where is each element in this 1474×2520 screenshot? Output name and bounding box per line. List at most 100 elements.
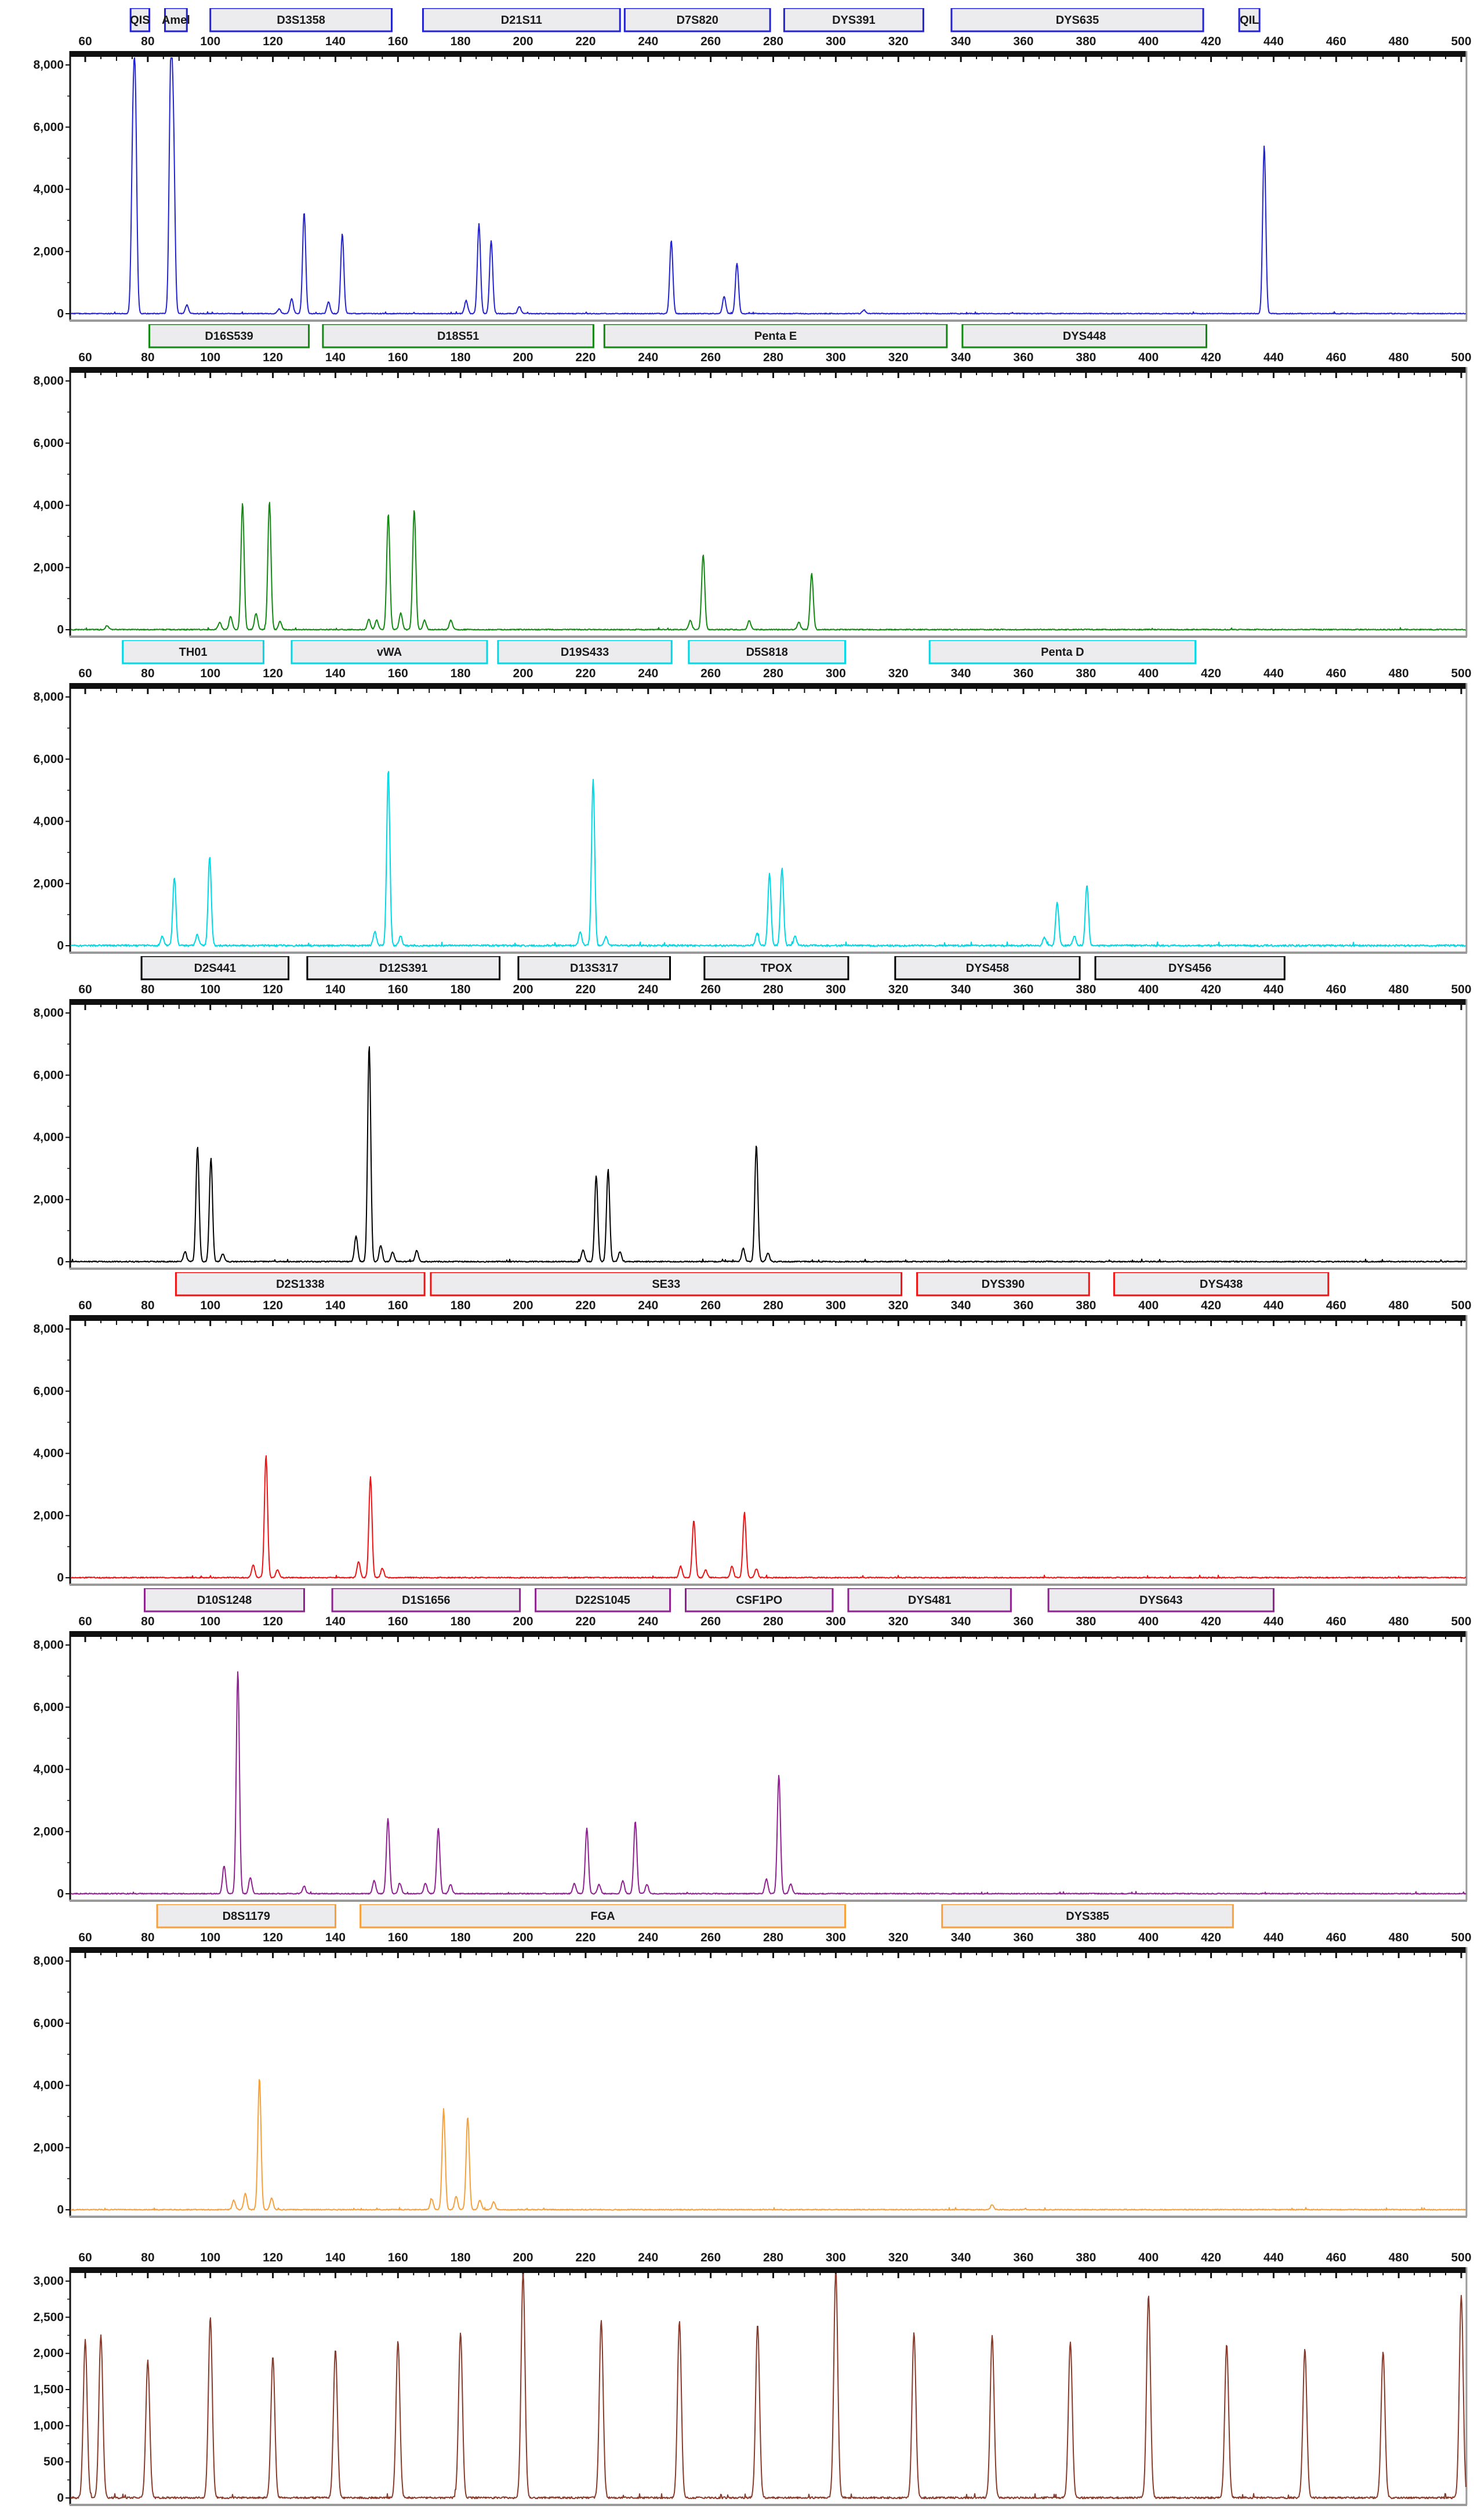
x-axis-ticks <box>84 689 1462 694</box>
marker-box-D5S818[interactable]: D5S818 <box>688 640 847 665</box>
x-tick-label: 380 <box>1076 2251 1096 2264</box>
marker-box-QIS[interactable]: QIS <box>129 8 151 32</box>
x-tick-label: 460 <box>1326 1931 1346 1944</box>
y-axis: 0 2,000 4,000 6,000 8,000 <box>33 1639 70 1901</box>
marker-box-CSF1PO[interactable]: CSF1PO <box>684 1588 834 1613</box>
marker-label: Penta D <box>1041 646 1084 659</box>
size-standard-panel: 60 80 100 120 140 160 180 200 220 240 260 280 300 320… <box>0 2250 1474 2510</box>
marker-box-vWA[interactable]: vWA <box>291 640 488 665</box>
marker-box-DYS448[interactable]: DYS448 <box>961 324 1207 348</box>
marker-label: QIS <box>130 14 150 27</box>
x-tick-label: 300 <box>826 35 846 48</box>
y-axis: 0 2,000 4,000 6,000 8,000 <box>33 375 70 637</box>
marker-box-TPOX[interactable]: TPOX <box>703 956 849 981</box>
x-tick-label: 80 <box>141 1931 154 1944</box>
x-tick-label: 100 <box>200 1299 220 1312</box>
marker-box-DYS390[interactable]: DYS390 <box>916 1272 1090 1297</box>
x-axis-ticks <box>84 1637 1462 1642</box>
marker-label: D22S1045 <box>575 1594 630 1607</box>
marker-box-Penta D[interactable]: Penta D <box>928 640 1197 665</box>
x-tick-label: 380 <box>1076 1615 1096 1628</box>
black-channel-trace <box>70 1046 1466 1263</box>
marker-box-D13S317[interactable]: D13S317 <box>517 956 671 981</box>
red-channel-chart: D2S1338 SE33 DYS390 DYS438 60 80 100 120 140 160 1… <box>33 1272 1472 1586</box>
x-tick-label: 360 <box>1013 35 1033 48</box>
marker-label: D19S433 <box>561 646 609 659</box>
marker-box-FGA[interactable]: FGA <box>360 1904 847 1929</box>
marker-box-Penta E[interactable]: Penta E <box>603 324 948 348</box>
x-tick-label: 300 <box>826 1931 846 1944</box>
x-tick-label: 480 <box>1389 983 1409 996</box>
y-tick-label: 4,000 <box>33 815 64 828</box>
x-tick-label: 280 <box>763 35 783 48</box>
x-tick-label: 160 <box>388 983 408 996</box>
x-tick-label: 220 <box>575 983 596 996</box>
x-tick-label: 180 <box>451 983 471 996</box>
x-tick-label: 360 <box>1013 2251 1033 2264</box>
x-axis-ticks <box>84 1953 1462 1958</box>
marker-box-DYS635[interactable]: DYS635 <box>950 8 1204 32</box>
marker-box-DYS385[interactable]: DYS385 <box>941 1904 1234 1929</box>
x-tick-label: 220 <box>575 667 596 680</box>
marker-box-D22S1045[interactable]: D22S1045 <box>535 1588 671 1613</box>
x-tick-label: 480 <box>1389 1931 1409 1944</box>
x-tick-label: 180 <box>451 2251 471 2264</box>
marker-box-DYS643[interactable]: DYS643 <box>1047 1588 1275 1613</box>
x-tick-label: 340 <box>951 351 971 364</box>
y-axis: 0 2,000 4,000 6,000 8,000 <box>33 59 70 321</box>
marker-box-DYS456[interactable]: DYS456 <box>1094 956 1286 981</box>
x-tick-label: 320 <box>888 983 909 996</box>
marker-box-D10S1248[interactable]: D10S1248 <box>143 1588 306 1613</box>
marker-box-SE33[interactable]: SE33 <box>430 1272 903 1297</box>
marker-box-Amel[interactable]: Amel <box>162 8 190 32</box>
marker-box-DYS391[interactable]: DYS391 <box>783 8 924 32</box>
marker-box-DYS438[interactable]: DYS438 <box>1113 1272 1330 1297</box>
y-tick-label: 8,000 <box>33 1007 64 1020</box>
marker-box-D8S1179[interactable]: D8S1179 <box>156 1904 336 1929</box>
marker-box-D3S1358[interactable]: D3S1358 <box>209 8 393 32</box>
y-tick-label: 4,000 <box>33 1763 64 1776</box>
marker-box-D21S11[interactable]: D21S11 <box>422 8 621 32</box>
marker-box-DYS458[interactable]: DYS458 <box>894 956 1081 981</box>
y-tick-label: 4,000 <box>33 2079 64 2092</box>
x-axis-bar <box>70 51 1467 57</box>
marker-box-D12S391[interactable]: D12S391 <box>306 956 501 981</box>
x-tick-label: 120 <box>263 1299 283 1312</box>
marker-box-D2S1338[interactable]: D2S1338 <box>175 1272 426 1297</box>
x-tick-label: 280 <box>763 1615 783 1628</box>
x-tick-label: 480 <box>1389 667 1409 680</box>
marker-box-D19S433[interactable]: D19S433 <box>497 640 673 665</box>
x-tick-label: 480 <box>1389 351 1409 364</box>
marker-box-D7S820[interactable]: D7S820 <box>623 8 771 32</box>
x-axis-tick-labels: 60 80 100 120 140 160 180 200 220 240 260 280 300 320… <box>78 35 1471 48</box>
marker-box-D2S441[interactable]: D2S441 <box>140 956 290 981</box>
marker-box-D1S1656[interactable]: D1S1656 <box>331 1588 521 1613</box>
x-axis-ticks <box>84 1005 1462 1010</box>
x-axis-ticks <box>84 2273 1462 2278</box>
x-tick-label: 500 <box>1451 351 1471 364</box>
x-tick-label: 480 <box>1389 1299 1409 1312</box>
cyan-channel-trace <box>70 771 1466 947</box>
x-tick-label: 80 <box>141 35 154 48</box>
x-tick-label: 320 <box>888 351 909 364</box>
x-tick-label: 200 <box>513 1299 533 1312</box>
green-channel-chart: D16S539 D18S51 Penta E DYS448 60 80 100 120 140 1… <box>33 324 1472 638</box>
x-tick-label: 260 <box>700 35 721 48</box>
y-axis: 0 500 1,000 1,500 2,000 2,500 3,000 <box>33 2275 70 2505</box>
x-tick-label: 400 <box>1138 351 1159 364</box>
marker-box-DYS481[interactable]: DYS481 <box>847 1588 1012 1613</box>
marker-label: DYS390 <box>982 1278 1025 1291</box>
marker-box-D16S539[interactable]: D16S539 <box>148 324 310 348</box>
x-tick-label: 360 <box>1013 1299 1033 1312</box>
x-tick-label: 280 <box>763 983 783 996</box>
y-tick-label: 6,000 <box>33 1385 64 1398</box>
x-tick-label: 440 <box>1264 1299 1284 1312</box>
y-tick-label: 2,000 <box>33 245 64 258</box>
marker-box-TH01[interactable]: TH01 <box>122 640 264 665</box>
x-tick-label: 500 <box>1451 983 1471 996</box>
x-tick-label: 180 <box>451 35 471 48</box>
x-tick-label: 200 <box>513 2251 533 2264</box>
marker-box-QIL[interactable]: QIL <box>1238 8 1261 32</box>
y-axis: 0 2,000 4,000 6,000 8,000 <box>33 691 70 953</box>
marker-box-D18S51[interactable]: D18S51 <box>322 324 594 348</box>
